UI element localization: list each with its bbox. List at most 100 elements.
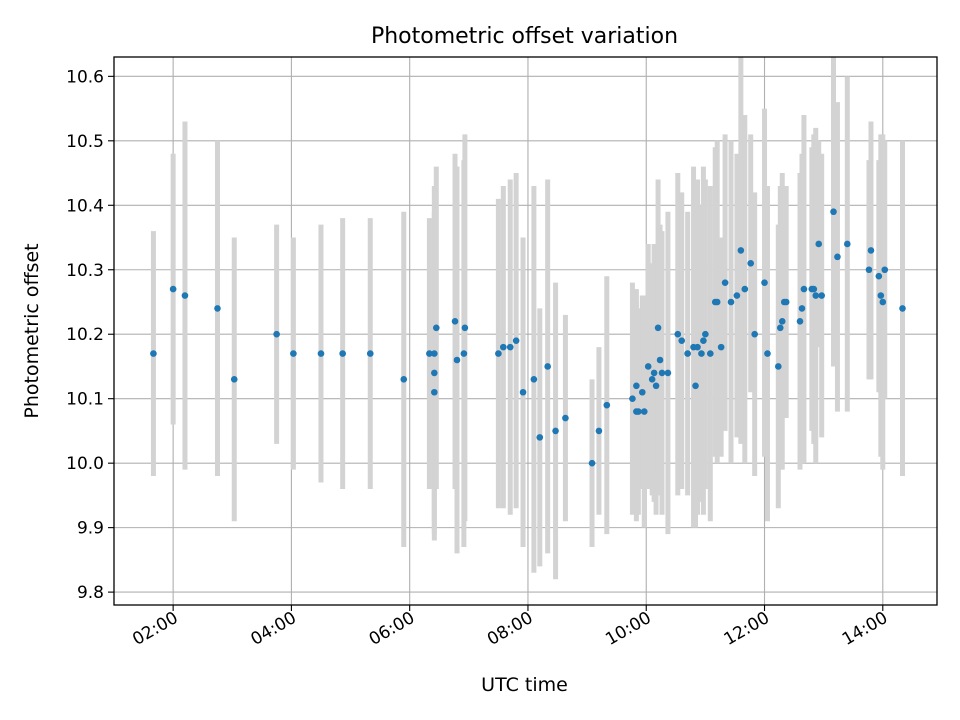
- data-point: [169, 285, 177, 293]
- y-axis: 9.8 9.9 10.0 10.1 10.2 10.3 10.4 10.5 10.6: [66, 67, 114, 603]
- data-point: [700, 337, 707, 344]
- data-point: [717, 343, 725, 351]
- x-tick-label: 02:00: [129, 608, 181, 650]
- data-point: [782, 298, 790, 306]
- data-point: [500, 343, 507, 351]
- data-point: [776, 324, 784, 332]
- data-point: [875, 272, 883, 280]
- data-point: [433, 324, 440, 332]
- data-point: [648, 376, 656, 383]
- data-point: [595, 427, 603, 435]
- data-point: [865, 266, 873, 274]
- data-point: [674, 330, 682, 338]
- data-point: [495, 350, 502, 357]
- y-tick-label: 10.6: [66, 67, 104, 87]
- data-point: [656, 356, 664, 364]
- data-point: [603, 401, 611, 409]
- data-point: [181, 292, 189, 299]
- data-point: [737, 247, 745, 254]
- data-point: [431, 388, 438, 396]
- x-tick-label: 06:00: [366, 608, 418, 650]
- data-point: [830, 208, 837, 216]
- data-point: [629, 395, 636, 402]
- data-point: [678, 337, 686, 344]
- data-point: [506, 343, 514, 351]
- data-point: [562, 414, 569, 422]
- data-point: [512, 337, 520, 344]
- data-point: [867, 247, 875, 254]
- x-tick-label: 08:00: [484, 608, 536, 650]
- data-point: [214, 305, 221, 312]
- x-tick-label: 10:00: [602, 608, 654, 650]
- y-tick-label: 10.0: [66, 454, 104, 474]
- data-point: [812, 292, 820, 299]
- data-point: [273, 330, 280, 338]
- data-point: [460, 350, 468, 357]
- x-axis-label: UTC time: [481, 674, 568, 696]
- data-point: [798, 305, 806, 312]
- data-point: [815, 240, 823, 248]
- data-point: [150, 350, 157, 357]
- data-point: [638, 388, 646, 396]
- data-point: [544, 363, 551, 370]
- data-point: [366, 350, 374, 357]
- data-point: [684, 350, 691, 357]
- chart-title: Photometric offset variation: [371, 24, 678, 49]
- y-tick-label: 10.4: [66, 196, 104, 216]
- data-point: [652, 382, 660, 390]
- x-axis: 02:00 04:00 06:00 08:00 10:00 12:00 14:00: [129, 605, 891, 650]
- data-point: [658, 369, 666, 377]
- data-point: [721, 279, 729, 286]
- data-point: [644, 363, 652, 370]
- y-tick-label: 9.8: [77, 583, 104, 603]
- data-point: [796, 318, 804, 325]
- data-point: [431, 369, 438, 377]
- data-point: [230, 376, 238, 383]
- data-point: [764, 350, 771, 357]
- data-point: [834, 253, 841, 261]
- data-point: [290, 350, 297, 357]
- data-point: [536, 434, 544, 441]
- data-point: [400, 376, 408, 383]
- data-point: [317, 350, 325, 357]
- data-point: [810, 285, 818, 293]
- data-point: [879, 298, 887, 306]
- data-point: [818, 292, 825, 299]
- data-point: [761, 279, 768, 286]
- data-point: [899, 305, 906, 312]
- data-point: [741, 285, 749, 293]
- data-point: [339, 350, 346, 357]
- y-axis-label: Photometric offset: [21, 243, 43, 418]
- data-point: [664, 369, 672, 377]
- data-point: [778, 318, 786, 325]
- data-point: [650, 369, 658, 377]
- data-point: [800, 285, 808, 293]
- data-point: [461, 324, 469, 332]
- data-point: [431, 350, 438, 357]
- data-points: [150, 208, 906, 467]
- data-point: [713, 298, 721, 306]
- data-point: [519, 388, 527, 396]
- y-tick-label: 10.1: [66, 390, 104, 410]
- data-point: [747, 260, 755, 267]
- y-tick-label: 10.5: [66, 132, 104, 152]
- data-point: [530, 376, 538, 383]
- y-tick-label: 10.2: [66, 325, 104, 345]
- data-point: [635, 408, 642, 415]
- y-tick-label: 9.9: [77, 519, 104, 539]
- data-point: [698, 350, 705, 357]
- data-point: [426, 350, 433, 357]
- data-point: [775, 363, 782, 370]
- data-point: [751, 330, 758, 338]
- data-point: [702, 330, 709, 338]
- data-point: [588, 459, 596, 467]
- plot-frame: [113, 56, 938, 606]
- x-tick-label: 12:00: [721, 608, 773, 650]
- data-point: [733, 292, 741, 299]
- data-point: [881, 266, 889, 274]
- data-point: [707, 350, 714, 357]
- data-point: [694, 343, 701, 351]
- data-point: [640, 408, 648, 415]
- x-tick-label: 04:00: [247, 608, 299, 650]
